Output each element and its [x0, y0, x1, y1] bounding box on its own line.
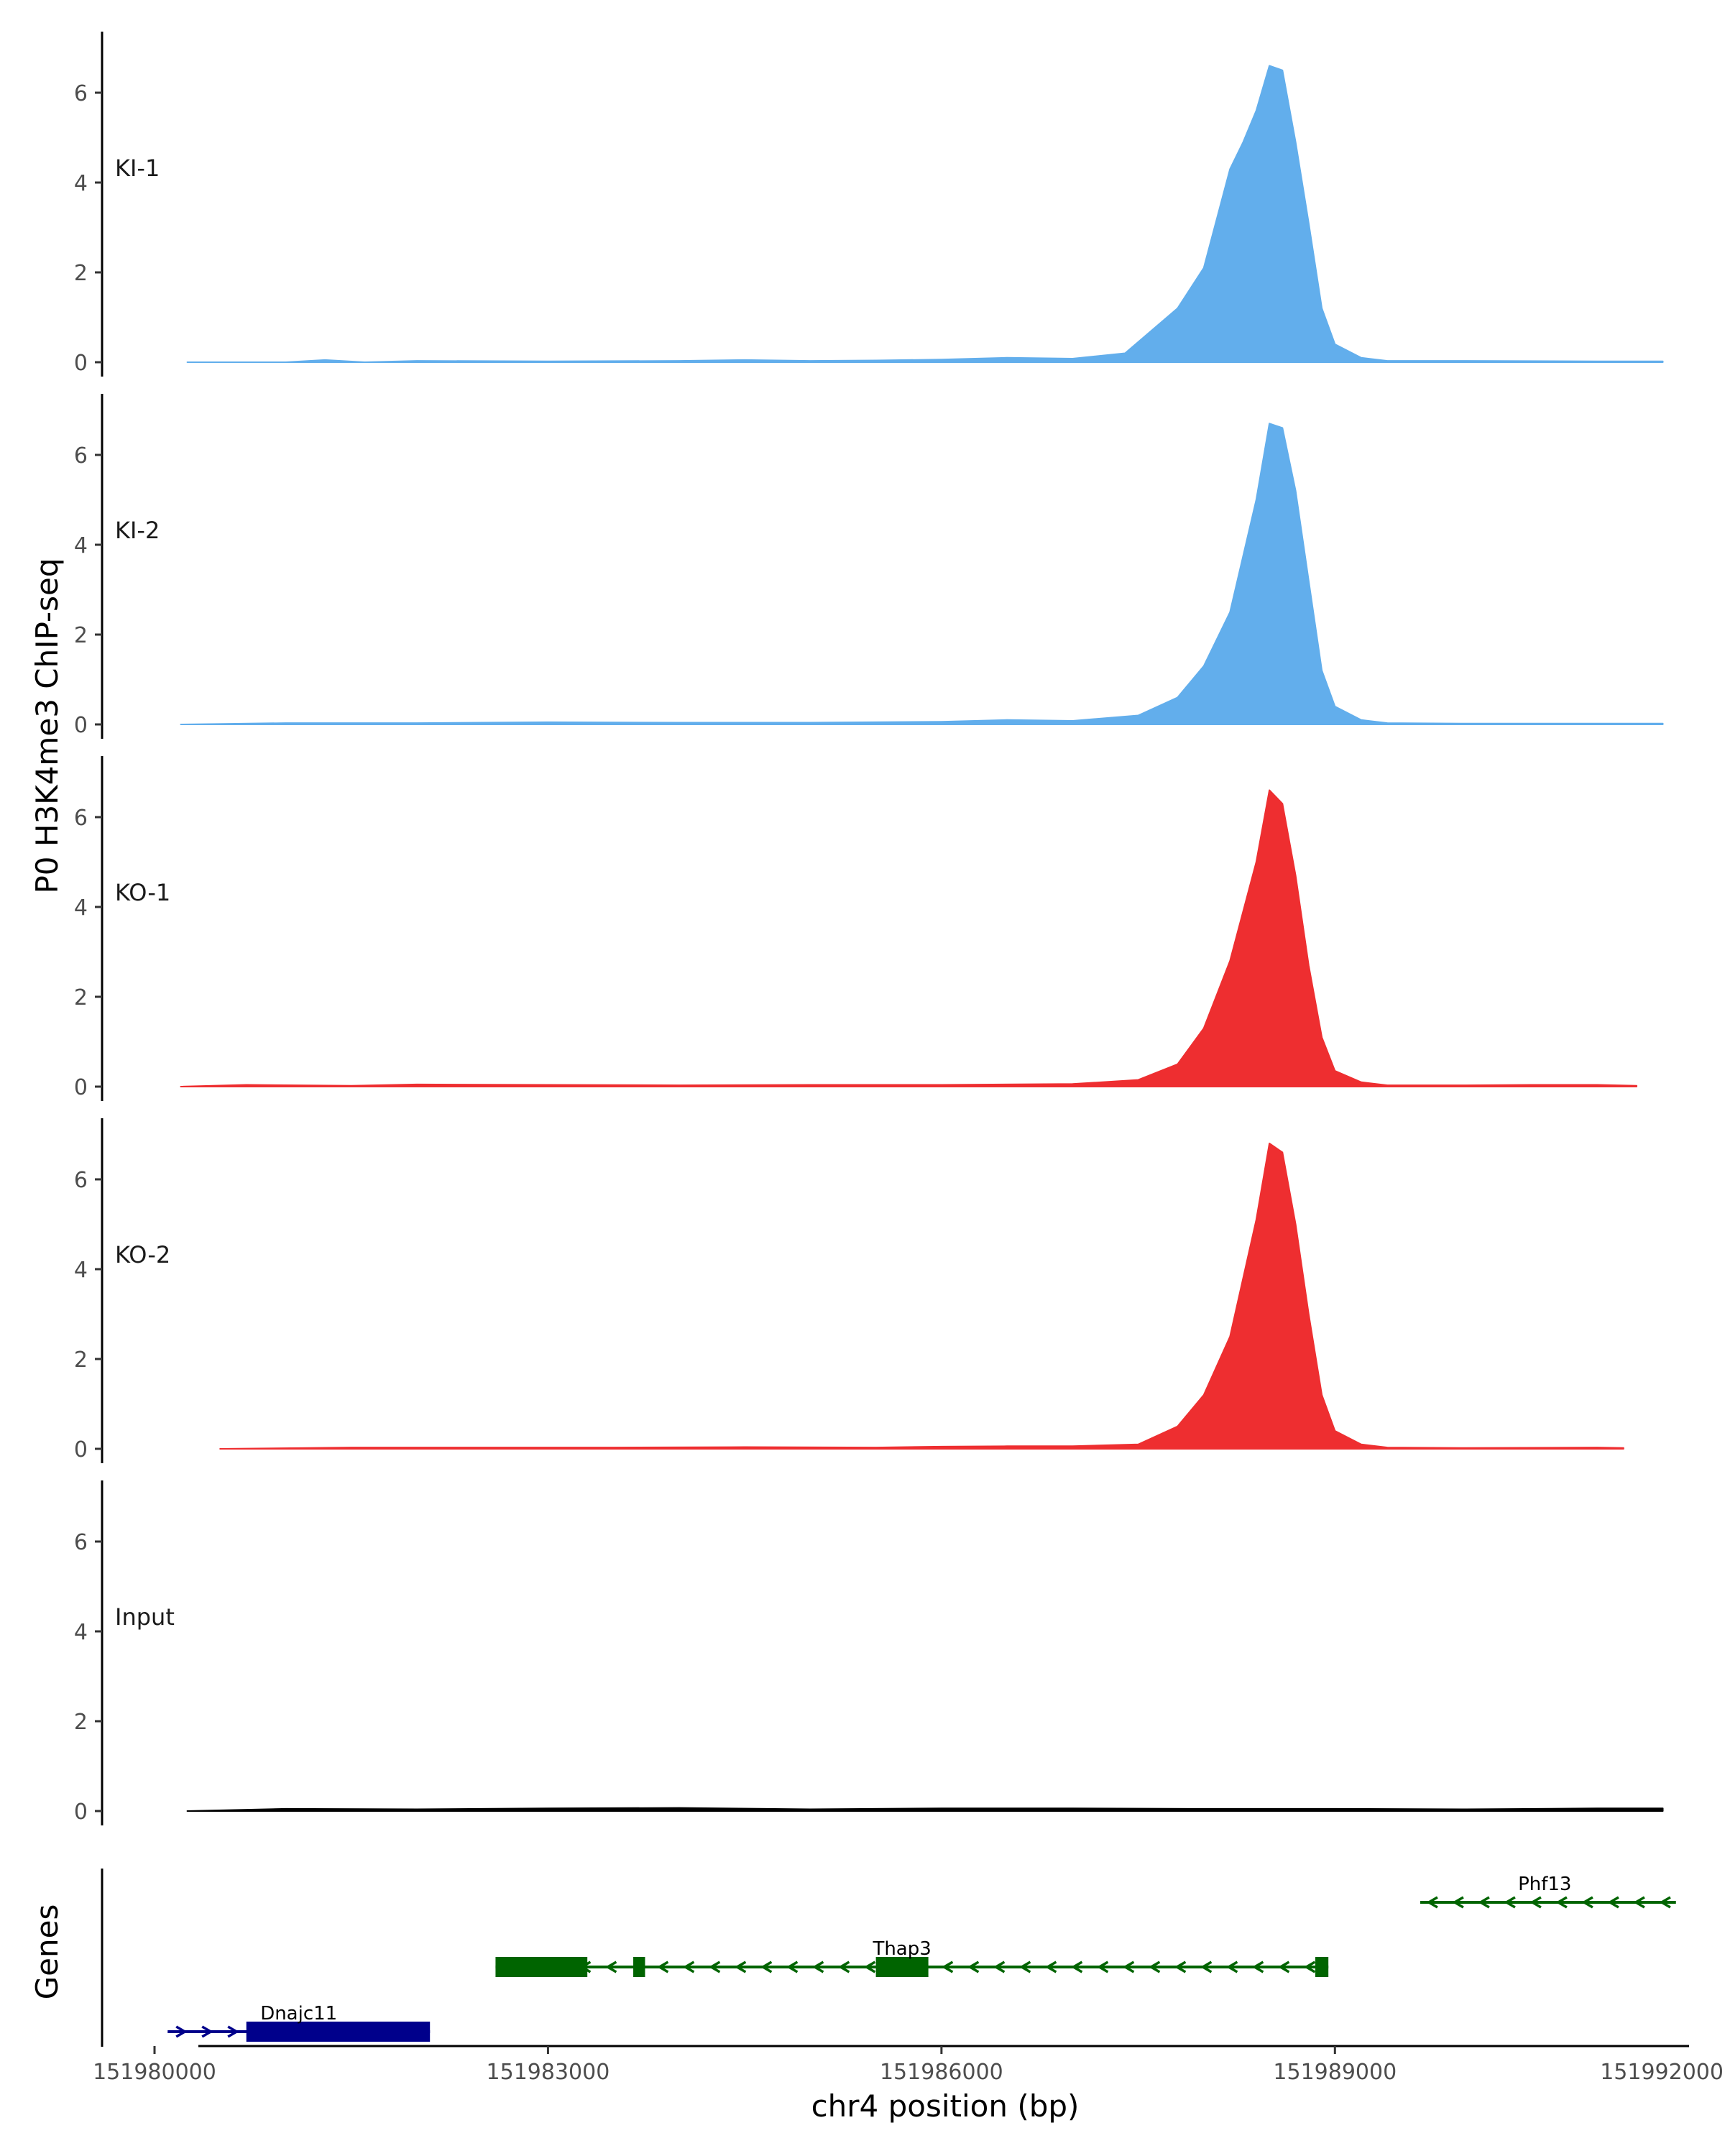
- gene-phf13: Phf13: [1420, 1874, 1676, 1909]
- strand-arrow: [1607, 1896, 1619, 1909]
- gene-exon: [633, 1957, 645, 1977]
- x-tick-label: 151989000: [1273, 2060, 1397, 2085]
- y-tick-label: 4: [74, 1620, 88, 1645]
- y-tick-label: 4: [74, 171, 88, 196]
- strand-arrow: [708, 1961, 721, 1973]
- track-ko-1: 0 2 4 6 KO-1: [74, 756, 1637, 1101]
- y-tick-label: 6: [74, 81, 88, 106]
- strand-arrow: [760, 1961, 773, 1973]
- track-label: KO-1: [115, 879, 170, 906]
- strand-arrow: [1200, 1961, 1213, 1973]
- strand-arrow: [1251, 1961, 1264, 1973]
- strand-arrow: [837, 1961, 850, 1973]
- gene-label: Dnajc11: [260, 2003, 337, 2024]
- y-tick-label: 6: [74, 443, 88, 469]
- strand-arrow: [201, 2025, 213, 2038]
- track-signal-area: [219, 1143, 1624, 1450]
- y-tick-label: 4: [74, 1258, 88, 1283]
- gene-exon: [495, 1957, 588, 1977]
- track-signal-area: [180, 789, 1637, 1087]
- strand-arrow: [993, 1961, 1006, 1973]
- gene-exon: [875, 1957, 929, 1977]
- gene-dnajc11: Dnajc11: [167, 2003, 431, 2042]
- strand-arrow: [1148, 1961, 1161, 1973]
- strand-arrow: [1530, 1896, 1542, 1909]
- gene-exon: [246, 2022, 431, 2042]
- strand-arrow: [1659, 1896, 1671, 1909]
- strand-arrow: [1555, 1896, 1568, 1909]
- strand-arrow: [863, 1961, 876, 1973]
- gene-exon: [1315, 1957, 1329, 1977]
- signal-tracks: 0 2 4 6 KI-1 0 2 4 6 KI-2 0 2 4 6 KO-1 0 2 4 6 KO-2 0 2 4 6 Inpu…: [74, 32, 1664, 1825]
- y-tick-label: 4: [74, 895, 88, 921]
- strand-arrow: [1096, 1961, 1109, 1973]
- strand-arrow: [1044, 1961, 1057, 1973]
- strand-arrow: [941, 1961, 954, 1973]
- strand-arrow: [786, 1961, 799, 1973]
- y-tick-label: 0: [74, 1800, 88, 1825]
- strand-arrow: [1426, 1896, 1438, 1909]
- gene-label: Thap3: [872, 1938, 931, 1960]
- track-signal-area: [186, 65, 1664, 363]
- strand-arrow: [734, 1961, 747, 1973]
- strand-arrow: [175, 2025, 188, 2038]
- x-axis: 151980000 151983000 151986000 151989000 1519…: [93, 2045, 1724, 2085]
- y-tick-label: 2: [74, 623, 88, 648]
- track-signal-area: [180, 423, 1664, 725]
- strand-arrow: [1504, 1896, 1516, 1909]
- y-tick-label: 6: [74, 806, 88, 831]
- y-tick-label: 0: [74, 351, 88, 376]
- track-label: Input: [115, 1603, 175, 1631]
- track-label: KI-2: [115, 517, 160, 544]
- x-axis-title: chr4 position (bp): [811, 2088, 1080, 2124]
- strand-arrow: [1018, 1961, 1031, 1973]
- x-tick-label: 151983000: [487, 2060, 610, 2085]
- y-tick-label: 0: [74, 713, 88, 738]
- y-tick-label: 2: [74, 985, 88, 1010]
- track-label: KI-1: [115, 155, 160, 182]
- strand-arrow: [1122, 1961, 1135, 1973]
- strand-arrow: [967, 1961, 980, 1973]
- strand-arrow: [1452, 1896, 1464, 1909]
- x-tick-label: 151980000: [93, 2060, 216, 2085]
- y-tick-label: 6: [74, 1530, 88, 1555]
- strand-arrow: [1633, 1896, 1645, 1909]
- strand-arrow: [1225, 1961, 1238, 1973]
- track-ki-1: 0 2 4 6 KI-1: [74, 32, 1664, 377]
- strand-arrow: [1277, 1961, 1290, 1973]
- y-axis-title: P0 H3K4me3 ChIP-seq: [29, 558, 65, 893]
- gene-thap3: Thap3: [495, 1938, 1329, 1977]
- track-signal-area: [186, 1807, 1664, 1812]
- strand-arrow: [1581, 1896, 1593, 1909]
- strand-arrow: [1303, 1961, 1316, 1973]
- x-tick-label: 151986000: [880, 2060, 1003, 2085]
- y-tick-label: 0: [74, 1075, 88, 1100]
- strand-arrow: [227, 2025, 239, 2038]
- gene-label: Phf13: [1518, 1874, 1571, 1895]
- track-input: 0 2 4 6 Input: [74, 1480, 1664, 1825]
- y-tick-label: 2: [74, 1710, 88, 1735]
- strand-arrow: [811, 1961, 824, 1973]
- track-ki-2: 0 2 4 6 KI-2: [74, 394, 1664, 739]
- strand-arrow: [1174, 1961, 1187, 1973]
- x-tick-label: 151992000: [1600, 2060, 1724, 2085]
- y-tick-label: 2: [74, 261, 88, 286]
- y-tick-label: 6: [74, 1168, 88, 1193]
- strand-arrow: [656, 1961, 669, 1973]
- track-label: KO-2: [115, 1241, 170, 1268]
- y-tick-label: 4: [74, 533, 88, 558]
- y-tick-label: 0: [74, 1437, 88, 1462]
- strand-arrow: [682, 1961, 695, 1973]
- genes-track-title: Genes: [29, 1904, 65, 2000]
- strand-arrow: [1478, 1896, 1490, 1909]
- gene-annotation-track: Phf13 Thap3 Dnajc11: [101, 1869, 1676, 2047]
- track-ko-2: 0 2 4 6 KO-2: [74, 1118, 1624, 1463]
- y-tick-label: 2: [74, 1348, 88, 1373]
- strand-arrow: [604, 1961, 617, 1973]
- strand-arrow: [1070, 1961, 1083, 1973]
